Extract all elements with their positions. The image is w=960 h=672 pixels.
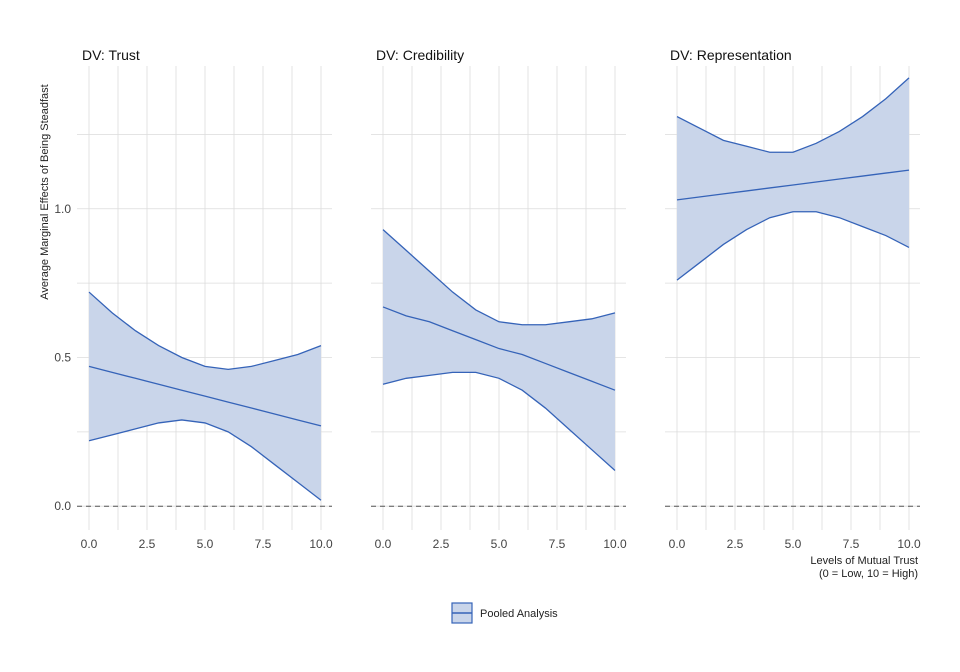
upper-bound-line [382,229,616,326]
x-tick-label: 10.0 [897,537,921,551]
facet-panels: DV: Trust 0.0 2.5 5.0 7.5 10.0 0.0 0.5 1.0 DV: Cr… [54,47,921,551]
panel-title: DV: Credibility [376,47,464,63]
x-tick-label: 5.0 [491,537,508,551]
x-tick-label: 0.0 [669,537,686,551]
x-tick-label: 2.5 [433,537,450,551]
estimate-line [676,169,910,201]
legend-label: Pooled Analysis [480,608,558,620]
x-tick-label: 7.5 [255,537,272,551]
x-tick-label: 5.0 [785,537,802,551]
estimate-line [382,306,616,391]
x-tick-label: 10.0 [603,537,627,551]
x-axis-label-line-2: (0 = Low, 10 = High) [819,568,918,580]
y-tick-label: 1.0 [54,202,71,216]
lower-bound-line [382,371,616,471]
y-tick-label: 0.0 [54,499,71,513]
x-tick-label: 7.5 [843,537,860,551]
x-tick-label: 0.0 [81,537,98,551]
confidence-band [383,229,615,471]
x-axis-label-line-1: Levels of Mutual Trust [810,555,918,567]
y-axis-label: Average Marginal Effects of Being Steadf… [39,84,51,299]
confidence-band [677,77,909,281]
x-tick-label: 10.0 [309,537,333,551]
legend: Pooled Analysis [451,602,558,624]
lower-bound-line [88,419,322,501]
lower-bound-line [676,211,910,281]
facet-panel-2: DV: Credibility 0.0 2.5 5.0 7.5 10.0 [371,47,627,551]
upper-bound-line [676,77,910,153]
y-tick-label: 0.5 [54,350,71,364]
facet-panel-1: DV: Trust 0.0 2.5 5.0 7.5 10.0 0.0 0.5 1.0 [54,47,333,551]
x-tick-label: 2.5 [139,537,156,551]
upper-bound-line [88,291,322,371]
estimate-line [88,365,322,427]
x-tick-label: 2.5 [727,537,744,551]
facet-panel-3: DV: Representation 0.0 2.5 5.0 7.5 10.0 [665,47,921,551]
x-tick-label: 0.0 [375,537,392,551]
x-tick-label: 5.0 [197,537,214,551]
panel-title: DV: Trust [82,47,140,63]
x-tick-label: 7.5 [549,537,566,551]
panel-title: DV: Representation [670,47,792,63]
